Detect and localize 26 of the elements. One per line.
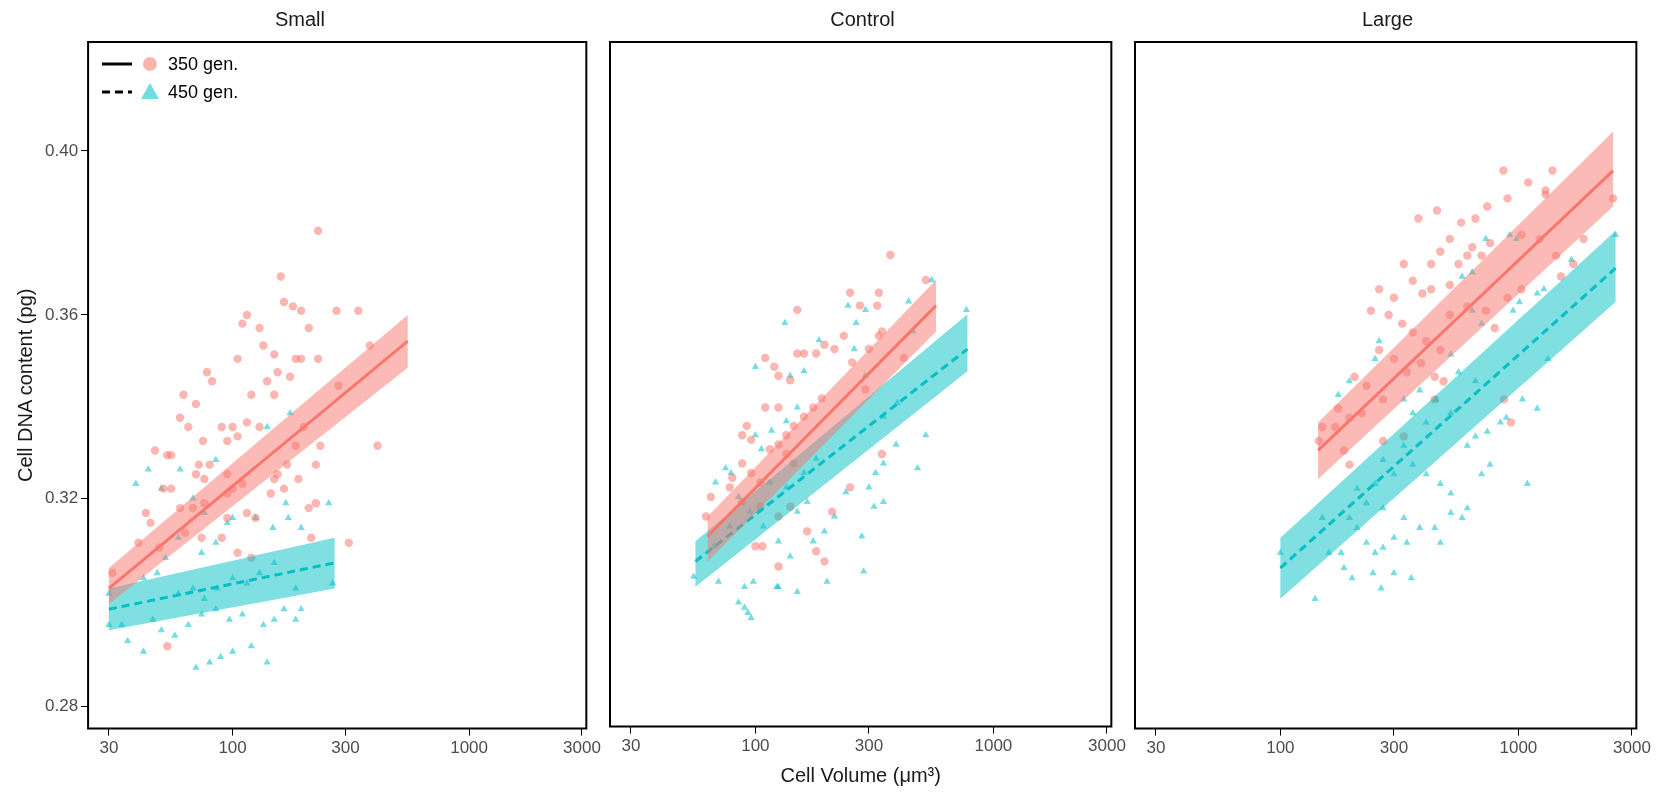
legend-label: 350 gen. xyxy=(168,53,239,76)
y-axis-title: Cell DNA content (pg) xyxy=(13,288,36,483)
x-tick-label: 1000 xyxy=(974,736,1013,756)
x-tick-label: 300 xyxy=(1379,738,1409,758)
x-axis-title: Cell Volume (μm³) xyxy=(780,763,941,786)
chart-title: Control xyxy=(830,7,895,30)
x-tick-label: 300 xyxy=(331,738,360,758)
x-tick-label: 30 xyxy=(621,736,641,756)
x-tick-label: 30 xyxy=(99,738,119,758)
x-tick-label: 100 xyxy=(218,738,247,758)
x-tick-label: 30 xyxy=(1146,738,1166,758)
y-tick-label: 0.36 xyxy=(44,304,79,324)
y-tick-label: 0.28 xyxy=(44,695,79,715)
x-tick-label: 100 xyxy=(1266,738,1295,758)
x-tick-label: 300 xyxy=(854,736,884,756)
x-tick-label: 1000 xyxy=(1499,738,1538,758)
chart-title: Large xyxy=(1361,7,1414,30)
legend-label: 450 gen. xyxy=(168,81,239,104)
y-tick-label: 0.32 xyxy=(44,488,79,508)
x-tick-label: 1000 xyxy=(450,738,489,758)
x-tick-label: 3000 xyxy=(563,738,601,758)
y-tick-label: 0.40 xyxy=(44,140,79,160)
chart-title: Small xyxy=(274,7,326,30)
x-tick-label: 3000 xyxy=(1613,738,1651,758)
x-tick-label: 100 xyxy=(741,736,770,756)
x-tick-label: 3000 xyxy=(1088,736,1126,756)
